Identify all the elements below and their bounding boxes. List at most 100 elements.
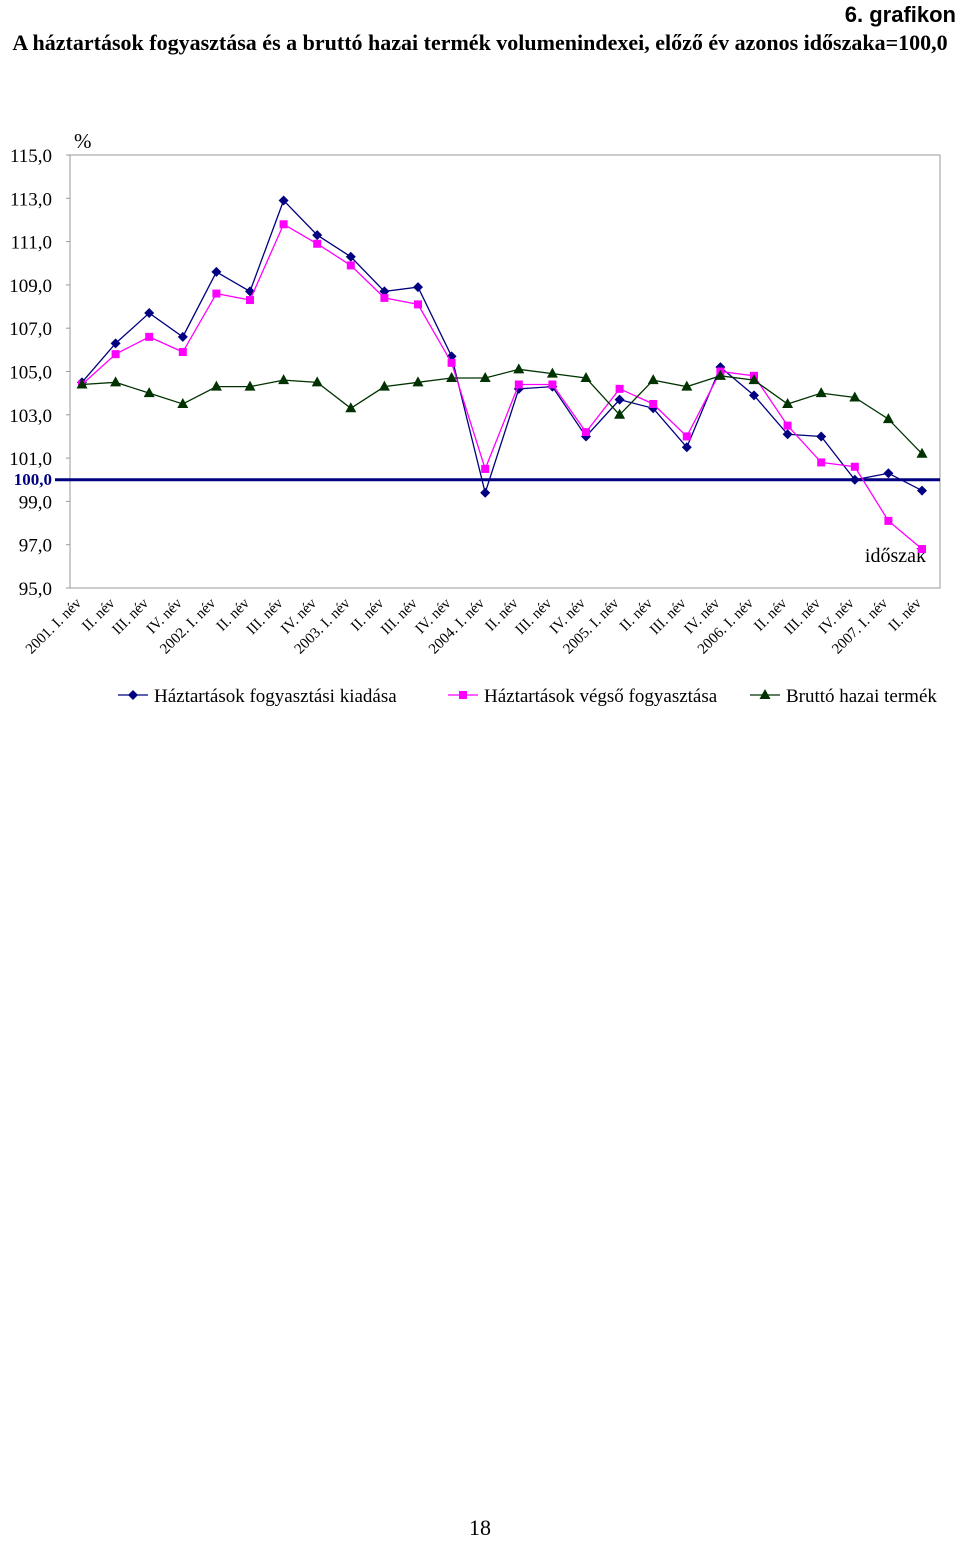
x-axis-label: időszak [865, 545, 926, 567]
data-point [782, 397, 794, 408]
data-point [649, 399, 658, 408]
data-point [513, 363, 525, 374]
x-tick-label: II. név [886, 595, 925, 634]
data-point [582, 428, 590, 437]
data-point [345, 402, 357, 413]
data-point [916, 447, 928, 458]
data-point [177, 397, 189, 408]
y-tick-label: 103,0 [9, 406, 52, 427]
x-tick-label: III. név [378, 595, 421, 638]
legend-label: Bruttó hazai termék [786, 686, 937, 707]
data-point [850, 462, 859, 471]
reference-label: 100,0 [14, 470, 52, 489]
x-tick-label: III. név [513, 595, 556, 638]
data-point [783, 421, 792, 430]
data-point [479, 371, 491, 382]
x-tick-label: III. név [244, 595, 287, 638]
x-tick-label: III. név [109, 595, 152, 638]
data-point [246, 296, 254, 305]
series-line [81, 368, 923, 455]
data-point [178, 348, 187, 357]
data-point [883, 468, 894, 479]
data-point [144, 308, 155, 319]
data-point [345, 251, 356, 262]
data-point [681, 380, 693, 391]
data-point [817, 458, 826, 467]
legend-label: Háztartások fogyasztási kiadása [154, 686, 397, 707]
y-tick-label: 109,0 [9, 276, 52, 297]
data-point [346, 261, 355, 270]
data-point [110, 376, 122, 387]
data-point [145, 332, 154, 341]
legend-label: Háztartások végső fogyasztása [484, 686, 718, 707]
legend-marker [128, 690, 138, 700]
y-tick-label: 113,0 [10, 189, 52, 210]
figure-label: 6. grafikon [844, 2, 956, 27]
data-point [244, 380, 256, 391]
data-point [481, 464, 490, 473]
y-axis-label: % [74, 129, 92, 153]
x-tick-label: 2001. I. név [23, 595, 85, 657]
data-point [882, 413, 894, 424]
data-point [546, 367, 558, 378]
legend-marker [759, 689, 771, 699]
data-point [210, 380, 222, 391]
data-point [211, 266, 222, 277]
data-point [681, 442, 692, 453]
data-point [446, 371, 458, 382]
data-point [111, 350, 120, 359]
data-point [414, 300, 422, 309]
chart: % időszak 95,0 97,0 99,0 101,0 103,0 105,0 107… [9, 129, 941, 707]
data-point [110, 338, 121, 349]
chart-title: A háztartások fogyasztása és a bruttó ha… [12, 30, 948, 55]
data-point [279, 220, 288, 229]
legend-marker [459, 691, 467, 699]
series-line [81, 199, 923, 496]
data-point [378, 380, 390, 391]
data-point [480, 487, 491, 498]
series-line [81, 223, 923, 550]
y-tick-label: 95,0 [19, 579, 52, 600]
y-tick-label: 115,0 [10, 146, 52, 167]
data-point [782, 429, 793, 440]
data-point [647, 374, 659, 385]
data-point [413, 282, 423, 293]
y-tick-label: 99,0 [19, 492, 52, 513]
data-point [815, 387, 827, 398]
data-point [143, 387, 155, 398]
data-point [816, 431, 827, 442]
plot-frame [69, 154, 941, 589]
x-tick-label: III. név [781, 595, 824, 638]
data-point [412, 376, 424, 387]
data-point [311, 376, 323, 387]
data-point [614, 408, 626, 419]
data-point [749, 390, 759, 401]
data-point [278, 195, 289, 206]
data-point [614, 394, 625, 405]
x-tick-label: III. név [647, 595, 690, 638]
data-point [212, 289, 221, 298]
data-point [514, 380, 523, 389]
data-point [682, 432, 691, 441]
y-tick-label: 101,0 [9, 449, 52, 470]
data-point [548, 380, 557, 389]
y-tick-label: 107,0 [9, 319, 52, 340]
y-tick-label: 111,0 [11, 233, 52, 254]
data-point [177, 331, 188, 342]
data-point [884, 516, 893, 525]
data-point [76, 378, 88, 389]
data-point [312, 230, 323, 241]
data-point [313, 239, 322, 248]
data-point [447, 358, 456, 367]
data-point [380, 293, 389, 302]
data-point [714, 369, 726, 380]
data-point [917, 485, 927, 496]
data-point [849, 474, 860, 485]
data-point [580, 371, 592, 382]
y-tick-label: 105,0 [9, 363, 52, 384]
data-point [615, 384, 624, 393]
data-point [849, 391, 861, 402]
data-point [748, 374, 760, 385]
page-number: 18 [469, 1515, 491, 1540]
